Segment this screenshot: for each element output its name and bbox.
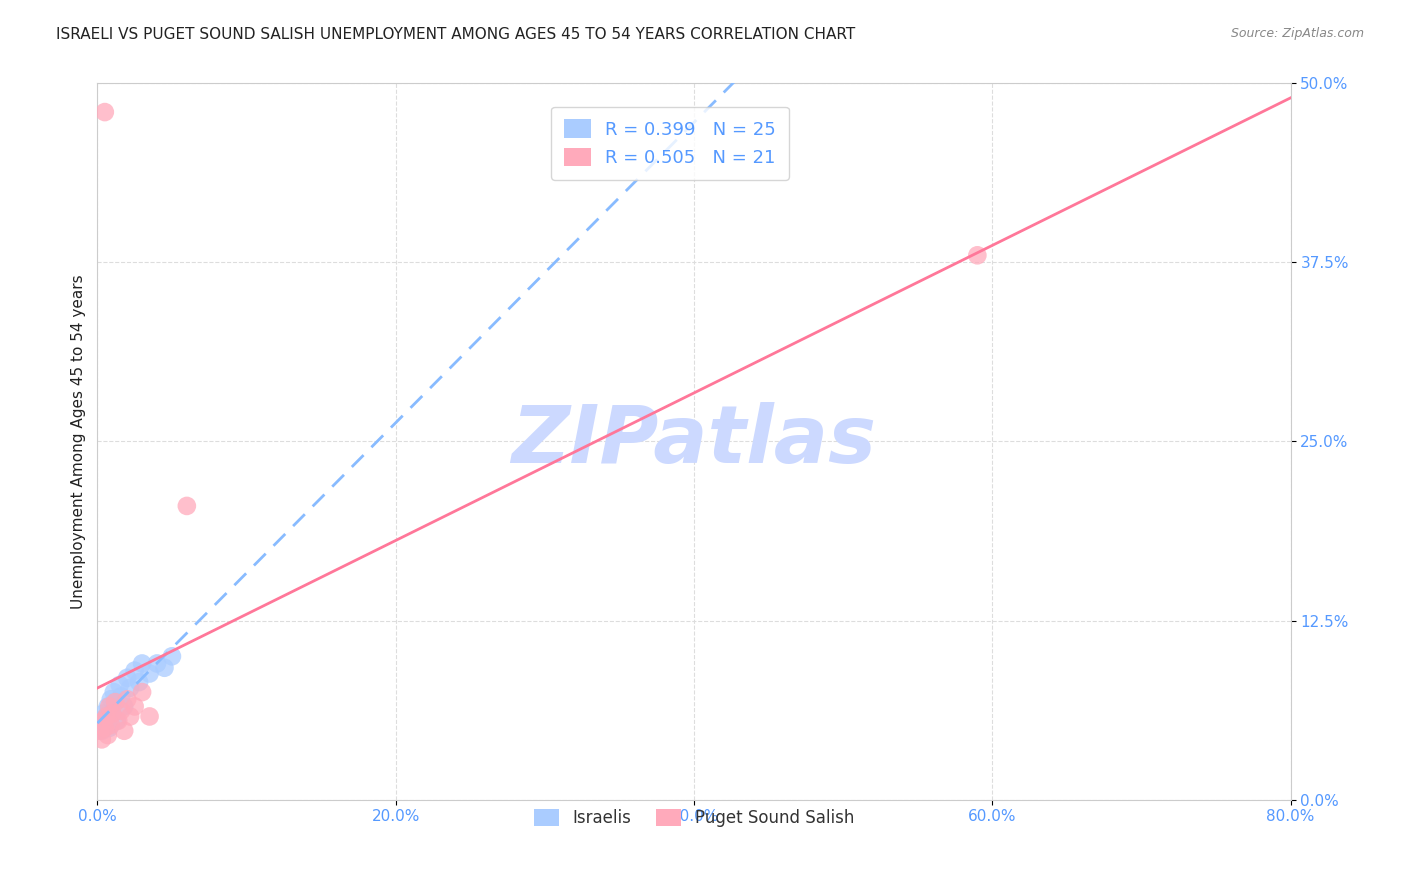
Legend: Israelis, Puget Sound Salish: Israelis, Puget Sound Salish	[527, 803, 860, 834]
Point	[89, 714, 111, 728]
Point	[138, 666, 160, 681]
Point	[86, 721, 108, 735]
Y-axis label: Unemployment Among Ages 45 to 54 years: Unemployment Among Ages 45 to 54 years	[72, 274, 86, 609]
Point	[96, 709, 118, 723]
Point	[115, 692, 138, 706]
Point	[146, 657, 169, 671]
Point	[120, 709, 142, 723]
Point	[104, 695, 127, 709]
Point	[98, 699, 121, 714]
Point	[104, 695, 127, 709]
Point	[107, 714, 129, 728]
Point	[94, 721, 117, 735]
Text: ISRAELI VS PUGET SOUND SALISH UNEMPLOYMENT AMONG AGES 45 TO 54 YEARS CORRELATION: ISRAELI VS PUGET SOUND SALISH UNEMPLOYME…	[56, 27, 855, 42]
Point	[101, 706, 124, 721]
Point	[105, 714, 128, 728]
Text: Source: ZipAtlas.com: Source: ZipAtlas.com	[1230, 27, 1364, 40]
Point	[966, 248, 988, 262]
Point	[100, 692, 122, 706]
Point	[96, 709, 118, 723]
Point	[90, 732, 112, 747]
Point	[89, 723, 111, 738]
Point	[120, 681, 142, 695]
Point	[131, 657, 153, 671]
Point	[115, 671, 138, 685]
Point	[124, 699, 146, 714]
Point	[110, 704, 132, 718]
Point	[91, 706, 114, 721]
Point	[100, 718, 122, 732]
Point	[176, 499, 198, 513]
Point	[112, 723, 135, 738]
Point	[101, 706, 124, 721]
Point	[98, 721, 121, 735]
Point	[94, 105, 117, 120]
Point	[97, 728, 120, 742]
Text: ZIPatlas: ZIPatlas	[512, 402, 876, 481]
Point	[110, 690, 132, 704]
Point	[103, 685, 125, 699]
Point	[153, 661, 176, 675]
Point	[97, 699, 120, 714]
Point	[124, 664, 146, 678]
Point	[108, 678, 131, 692]
Point	[131, 685, 153, 699]
Point	[128, 675, 150, 690]
Point	[94, 718, 117, 732]
Point	[90, 723, 112, 738]
Point	[160, 649, 183, 664]
Point	[112, 699, 135, 714]
Point	[91, 714, 114, 728]
Point	[138, 709, 160, 723]
